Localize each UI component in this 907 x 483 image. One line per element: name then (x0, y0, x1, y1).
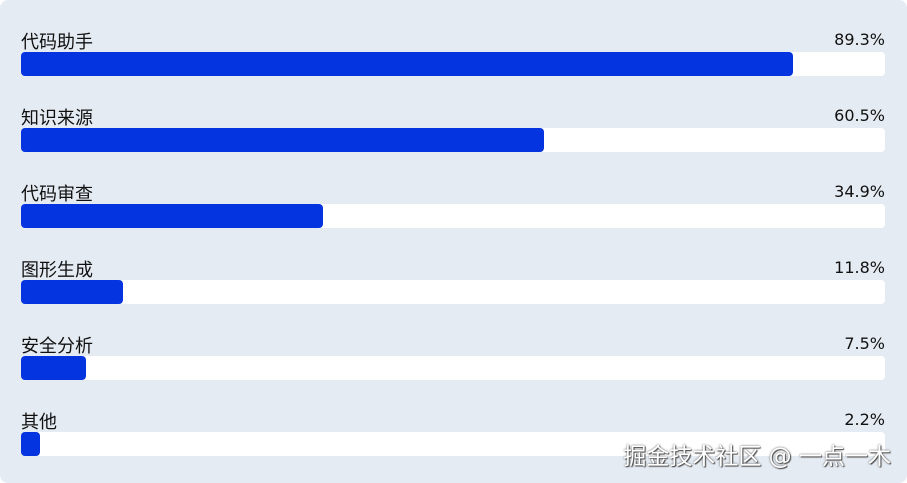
bar (21, 356, 86, 380)
bar (21, 432, 40, 456)
value-label: 34.9% (834, 182, 885, 201)
bar (21, 204, 323, 228)
category-label: 安全分析 (21, 336, 93, 357)
bar-track (21, 280, 885, 304)
bar (21, 128, 544, 152)
bar (21, 280, 123, 304)
category-label: 其他 (21, 412, 57, 433)
value-label: 89.3% (834, 30, 885, 49)
value-label: 7.5% (844, 334, 885, 353)
bar-track (21, 128, 885, 152)
bar-track (21, 204, 885, 228)
category-label: 代码助手 (21, 32, 93, 53)
bar-track (21, 52, 885, 76)
category-label: 代码审查 (21, 184, 93, 205)
category-label: 知识来源 (21, 108, 93, 129)
watermark: 掘金技术社区 @ 一点一木 (623, 444, 891, 470)
bar-row: 代码审查 34.9% (21, 182, 885, 266)
value-label: 2.2% (844, 410, 885, 429)
bar-row: 图形生成 11.8% (21, 258, 885, 342)
bar-row: 其他 2.2% (21, 410, 885, 483)
bar-track (21, 356, 885, 380)
value-label: 11.8% (834, 258, 885, 277)
bar-row: 安全分析 7.5% (21, 334, 885, 418)
category-label: 图形生成 (21, 260, 93, 281)
value-label: 60.5% (834, 106, 885, 125)
bar (21, 52, 793, 76)
bar-track (21, 432, 885, 456)
bar-row: 代码助手 89.3% (21, 30, 885, 114)
bar-row: 知识来源 60.5% (21, 106, 885, 190)
